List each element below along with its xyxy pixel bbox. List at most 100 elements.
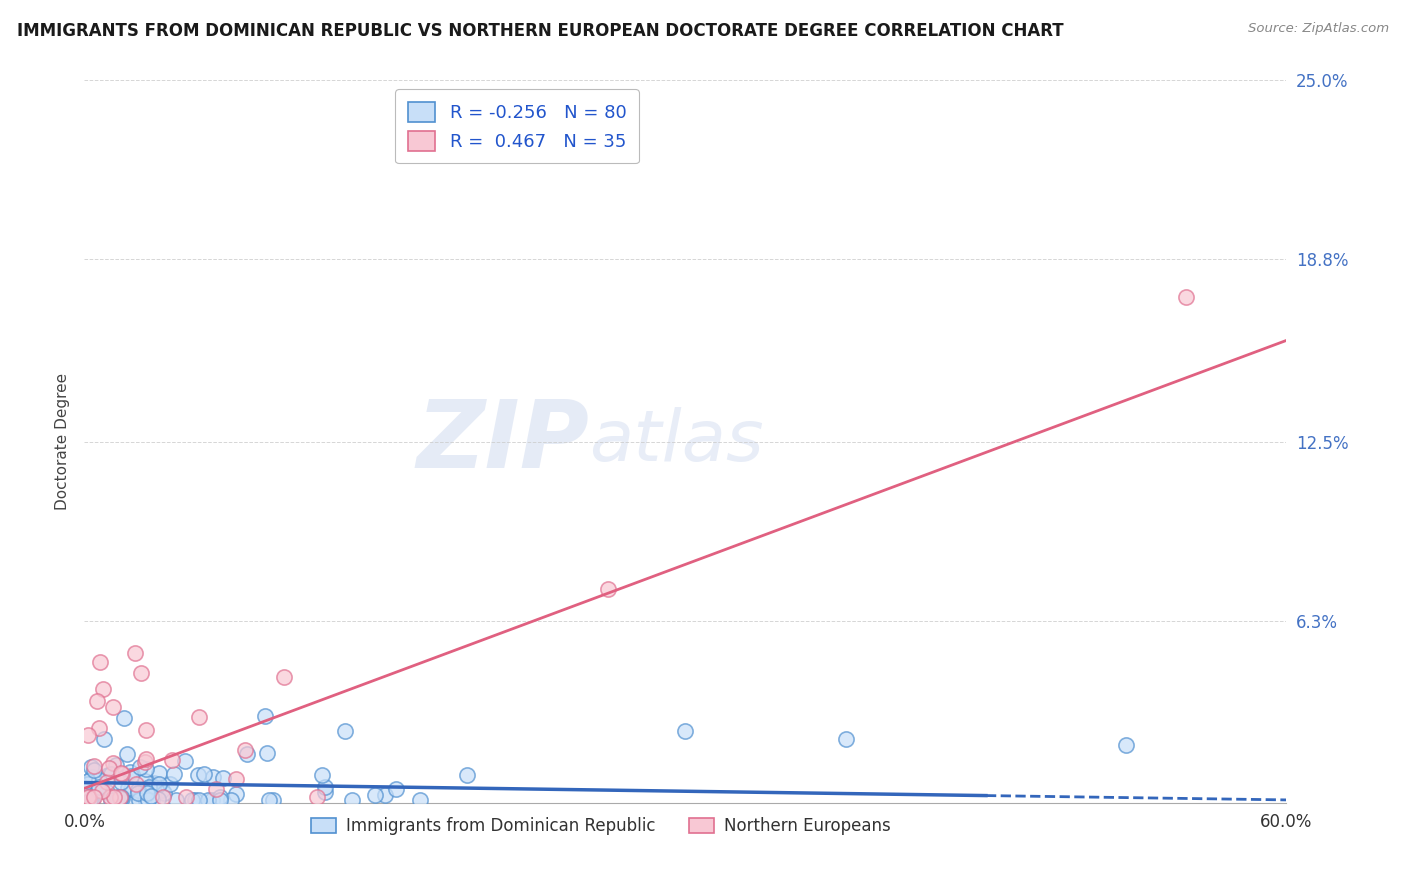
Point <box>112 711 135 725</box>
Point <box>110 775 132 789</box>
Point <box>111 766 134 780</box>
Point <box>91 784 114 798</box>
Point <box>87 780 110 795</box>
Point <box>77 777 100 791</box>
Point <box>96 774 118 789</box>
Point <box>124 646 146 660</box>
Point <box>87 773 110 788</box>
Point <box>233 742 256 756</box>
Point <box>188 793 211 807</box>
Point <box>212 771 235 785</box>
Y-axis label: Doctorate Degree: Doctorate Degree <box>55 373 70 510</box>
Point <box>184 793 207 807</box>
Point <box>80 759 103 773</box>
Point <box>100 766 122 780</box>
Point <box>165 793 187 807</box>
Point <box>129 759 152 773</box>
Point <box>86 694 108 708</box>
Point <box>135 752 157 766</box>
Point <box>136 786 159 800</box>
Point <box>1175 290 1198 304</box>
Point <box>225 787 247 801</box>
Point <box>174 790 197 805</box>
Legend: Immigrants from Dominican Republic, Northern Europeans: Immigrants from Dominican Republic, Nort… <box>305 810 898 841</box>
Point <box>107 790 129 805</box>
Point <box>152 790 174 805</box>
Point <box>105 793 128 807</box>
Point <box>127 782 149 797</box>
Point <box>180 792 202 806</box>
Point <box>1115 738 1137 752</box>
Point <box>187 709 209 723</box>
Point <box>108 791 131 805</box>
Point <box>87 783 110 797</box>
Point <box>364 788 387 802</box>
Point <box>135 762 157 776</box>
Point <box>159 777 181 791</box>
Point <box>187 768 209 782</box>
Point <box>257 793 280 807</box>
Point <box>98 790 121 805</box>
Point <box>82 792 104 806</box>
Point <box>305 790 328 805</box>
Point <box>89 655 111 669</box>
Point <box>117 780 139 795</box>
Point <box>83 758 105 772</box>
Point <box>100 793 122 807</box>
Point <box>138 780 160 794</box>
Point <box>163 767 186 781</box>
Point <box>103 790 125 805</box>
Point <box>127 786 149 800</box>
Point <box>675 723 697 738</box>
Point <box>153 786 176 800</box>
Point <box>79 793 101 807</box>
Point <box>253 709 276 723</box>
Point <box>111 791 134 805</box>
Point <box>148 792 170 806</box>
Point <box>160 753 183 767</box>
Point <box>83 764 105 778</box>
Point <box>101 699 124 714</box>
Point <box>314 780 336 794</box>
Point <box>201 793 224 807</box>
Point <box>83 790 105 805</box>
Point <box>96 785 118 799</box>
Point <box>103 756 125 771</box>
Point <box>131 785 153 799</box>
Point <box>110 766 132 780</box>
Point <box>515 108 537 122</box>
Point <box>273 670 295 684</box>
Point <box>141 793 163 807</box>
Point <box>374 788 396 802</box>
Point <box>110 790 132 805</box>
Point <box>202 770 225 784</box>
Point <box>342 793 364 807</box>
Point <box>456 768 478 782</box>
Point <box>118 765 141 780</box>
Point <box>142 776 165 790</box>
Point <box>219 793 242 807</box>
Point <box>77 773 100 788</box>
Text: ZIP: ZIP <box>416 395 589 488</box>
Point <box>197 792 219 806</box>
Point <box>120 769 142 783</box>
Point <box>150 783 173 797</box>
Point <box>134 791 156 805</box>
Point <box>125 776 148 790</box>
Point <box>174 754 197 768</box>
Point <box>134 755 156 769</box>
Point <box>131 665 153 680</box>
Point <box>148 777 170 791</box>
Text: atlas: atlas <box>589 407 763 476</box>
Text: Source: ZipAtlas.com: Source: ZipAtlas.com <box>1249 22 1389 36</box>
Point <box>311 768 333 782</box>
Point <box>80 770 103 784</box>
Point <box>77 728 100 742</box>
Point <box>256 747 278 761</box>
Point <box>596 582 619 596</box>
Point <box>128 792 150 806</box>
Point <box>115 747 138 761</box>
Point <box>205 782 228 797</box>
Point <box>91 682 114 697</box>
Text: IMMIGRANTS FROM DOMINICAN REPUBLIC VS NORTHERN EUROPEAN DOCTORATE DEGREE CORRELA: IMMIGRANTS FROM DOMINICAN REPUBLIC VS NO… <box>17 22 1063 40</box>
